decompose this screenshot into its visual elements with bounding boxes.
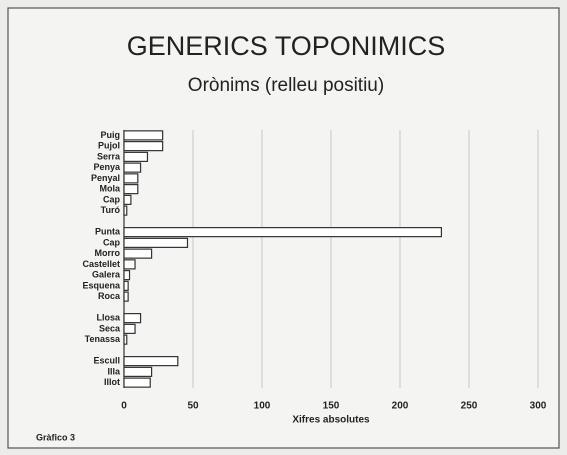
bar <box>123 270 131 281</box>
y-tick-label: Illot <box>104 377 120 387</box>
y-tick-label: Llosa <box>96 313 121 323</box>
y-tick-label: Galera <box>92 270 121 280</box>
y-tick-label: Castellet <box>82 259 120 269</box>
y-tick-label: Penyal <box>91 173 120 183</box>
x-tick-label: 50 <box>187 401 199 412</box>
chart-subtitle: Orònims (relleu positiu) <box>188 75 384 96</box>
y-tick-label: Escull <box>93 356 120 366</box>
y-tick-label: Puig <box>101 130 121 140</box>
y-tick-label: Tenassa <box>85 334 121 344</box>
x-tick-label: 200 <box>392 401 409 412</box>
bar <box>123 173 139 184</box>
y-tick-label: Roca <box>98 291 121 301</box>
y-tick-label: Turó <box>101 205 121 215</box>
bar <box>123 291 129 302</box>
bar <box>123 366 153 377</box>
y-tick-label: Mola <box>99 184 120 194</box>
y-tick-label: Cap <box>103 237 121 247</box>
bar <box>123 194 132 205</box>
bar <box>123 323 136 334</box>
y-tick-label: Penya <box>93 162 121 172</box>
x-tick-label: 100 <box>254 401 271 412</box>
x-tick-label: 150 <box>323 401 340 412</box>
bar <box>123 184 139 195</box>
bar <box>123 205 128 216</box>
x-tick-label: 0 <box>121 401 127 412</box>
y-tick-label: Punta <box>95 227 121 237</box>
bar <box>123 248 153 259</box>
bar <box>123 130 164 141</box>
y-tick-label: Morro <box>95 248 121 258</box>
y-tick-label: Illa <box>107 366 121 376</box>
footer: Gràfico 3 <box>36 432 75 442</box>
bar <box>123 377 151 388</box>
bar <box>123 356 179 367</box>
chart-title: GENERICS TOPONIMICS <box>127 31 446 61</box>
x-axis-label: Xifres absolutes <box>292 415 370 426</box>
bar <box>123 162 142 173</box>
bar <box>123 259 136 270</box>
bar <box>123 237 189 248</box>
x-tick-label: 300 <box>530 401 547 412</box>
bar <box>123 280 129 291</box>
bar <box>123 141 164 152</box>
bar <box>123 334 128 345</box>
bar <box>123 227 442 238</box>
y-tick-label: Pujol <box>98 141 120 151</box>
bar <box>123 151 149 162</box>
y-tick-label: Serra <box>97 151 121 161</box>
y-tick-label: Esquena <box>82 280 121 290</box>
y-tick-label: Seca <box>99 323 121 333</box>
bar <box>123 313 142 324</box>
y-tick-label: Cap <box>103 194 121 204</box>
x-tick-label: 250 <box>461 401 478 412</box>
